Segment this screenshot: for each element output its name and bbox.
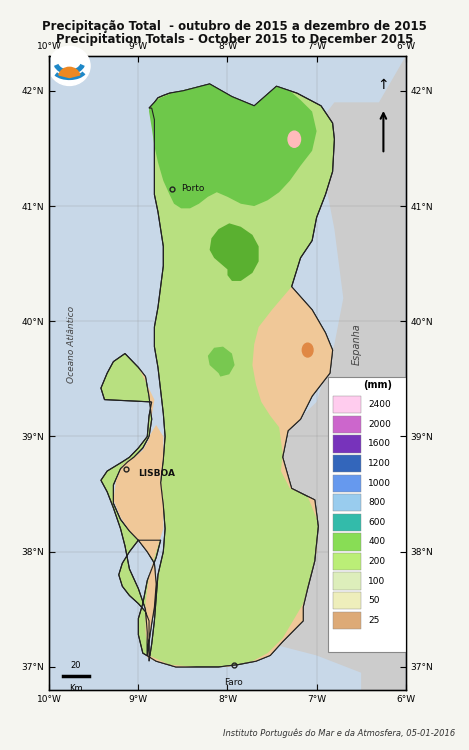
Text: Km: Km: [69, 684, 83, 693]
Text: Faro: Faro: [224, 679, 243, 688]
Text: 800: 800: [368, 498, 386, 507]
Polygon shape: [101, 84, 334, 667]
Bar: [333, 494, 361, 512]
Text: Oceano Atlântico: Oceano Atlântico: [67, 306, 76, 383]
Circle shape: [288, 131, 301, 147]
Wedge shape: [59, 68, 80, 77]
Polygon shape: [210, 224, 258, 281]
Bar: [333, 592, 361, 609]
Text: 25: 25: [368, 616, 379, 625]
Text: Instituto Português do Mar e da Atmosfera, 05-01-2016: Instituto Português do Mar e da Atmosfer…: [223, 729, 455, 738]
Bar: [333, 533, 361, 550]
Text: Precipitação Total  - outubro de 2015 a dezembro de 2015: Precipitação Total - outubro de 2015 a d…: [42, 20, 427, 33]
Polygon shape: [208, 346, 234, 376]
Polygon shape: [210, 56, 406, 690]
Text: 2400: 2400: [368, 400, 391, 410]
Text: ↑: ↑: [378, 78, 389, 92]
Text: Porto: Porto: [181, 184, 204, 194]
Text: 1600: 1600: [368, 440, 391, 448]
Text: 400: 400: [368, 538, 386, 547]
Bar: [333, 553, 361, 570]
Text: Precipitation Totals - October 2015 to December 2015: Precipitation Totals - October 2015 to D…: [56, 32, 413, 46]
Text: (mm): (mm): [363, 380, 392, 390]
Text: 200: 200: [368, 557, 386, 566]
Text: LISBOA: LISBOA: [138, 469, 175, 478]
Polygon shape: [113, 286, 333, 667]
Text: 600: 600: [368, 518, 386, 526]
Text: 20: 20: [71, 662, 81, 670]
Bar: [333, 455, 361, 472]
Bar: [333, 435, 361, 453]
Bar: [328, 376, 426, 652]
Bar: [333, 396, 361, 413]
Text: 1200: 1200: [368, 459, 391, 468]
Text: 2000: 2000: [368, 420, 391, 429]
Text: 50: 50: [368, 596, 380, 605]
Circle shape: [49, 46, 90, 86]
Circle shape: [303, 344, 313, 357]
Text: 100: 100: [368, 577, 386, 586]
Bar: [333, 514, 361, 531]
Bar: [333, 416, 361, 433]
Text: Espanha: Espanha: [352, 323, 362, 365]
Bar: [333, 475, 361, 492]
Text: 1000: 1000: [368, 478, 391, 488]
Bar: [333, 612, 361, 629]
Bar: [333, 572, 361, 590]
Polygon shape: [149, 84, 317, 209]
